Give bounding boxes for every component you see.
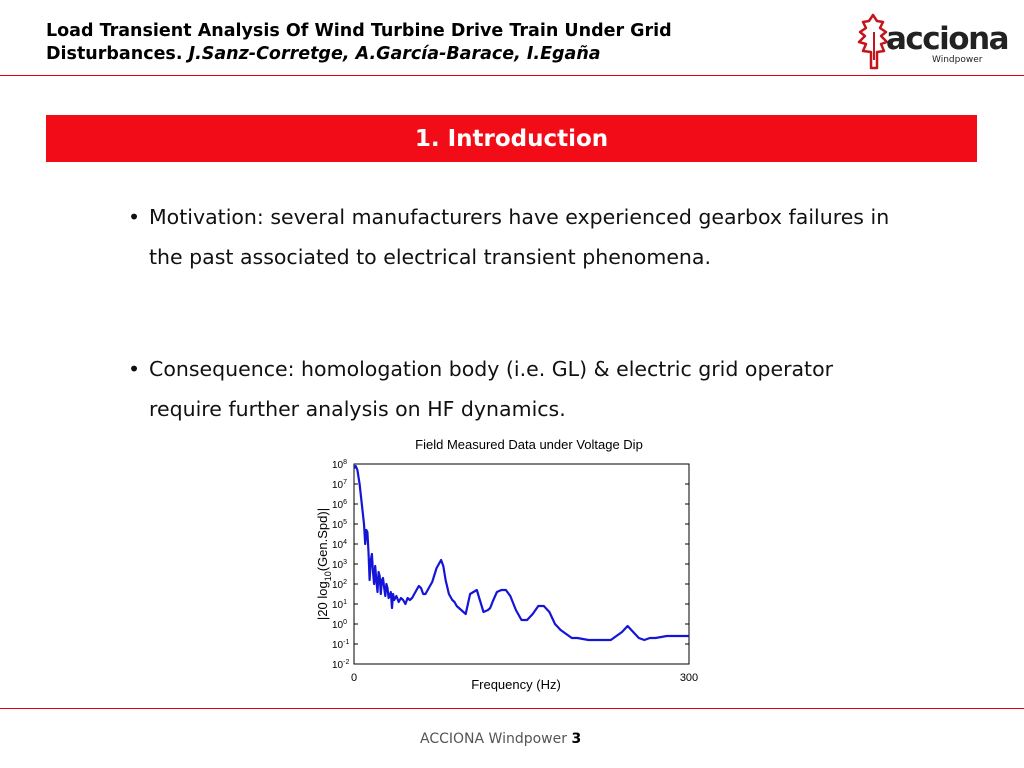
y-tick-label-base: 10	[332, 640, 344, 651]
y-axis-label-main: |20 log	[315, 581, 330, 620]
y-tick-label-exponent: 3	[343, 559, 347, 566]
y-tick-label-base: 10	[332, 560, 344, 571]
y-tick-label-exponent: 0	[343, 619, 347, 626]
footer-divider	[0, 708, 1024, 709]
y-tick-label-base: 10	[332, 460, 344, 471]
y-tick-label-exponent: 4	[343, 539, 347, 546]
y-axis-label-end: (Gen.Spd)|	[315, 508, 330, 571]
y-tick-label-base: 10	[332, 520, 344, 531]
footer-company: ACCIONA Windpower	[420, 731, 572, 747]
logo-subtitle: Windpower	[932, 55, 983, 65]
title-line-2: Disturbances.	[46, 44, 189, 64]
y-tick-label-exponent: 1	[343, 599, 347, 606]
y-tick-label-exponent: -2	[343, 659, 349, 666]
y-tick-label: 10-1	[332, 639, 349, 651]
y-tick-label-base: 10	[332, 500, 344, 511]
header-divider	[0, 75, 1024, 76]
y-tick-label-base: 10	[332, 620, 344, 631]
footer: ACCIONA Windpower 3	[420, 731, 581, 747]
y-tick-label: 101	[332, 599, 347, 611]
bullet-text: Consequence: homologation body (i.e. GL)…	[149, 357, 834, 421]
plot-frame	[353, 463, 690, 665]
y-axis-label: |20 log10(Gen.Spd)|	[315, 508, 333, 620]
y-tick-label: 100	[332, 619, 347, 631]
x-axis-label: Frequency (Hz)	[471, 677, 561, 692]
y-tick-label-base: 10	[332, 480, 344, 491]
x-tick-label: 300	[680, 672, 698, 684]
y-tick-label-base: 10	[332, 660, 344, 671]
y-tick-label: 107	[332, 479, 347, 491]
y-tick-label-base: 10	[332, 580, 344, 591]
y-tick-label: 103	[332, 559, 347, 571]
chart-title: Field Measured Data under Voltage Dip	[415, 437, 643, 452]
y-tick-label: 108	[332, 459, 347, 471]
bullet-text: Motivation: several manufacturers have e…	[149, 205, 890, 269]
y-tick-label-exponent: 8	[343, 459, 347, 466]
series-line	[353, 464, 689, 642]
logo-wordmark: acciona	[886, 21, 1010, 57]
y-tick-label: 102	[332, 579, 347, 591]
y-tick-label: 10-2	[332, 659, 349, 671]
y-tick-label-base: 10	[332, 600, 344, 611]
chart-svg: Field Measured Data under Voltage Dip 10…	[315, 437, 698, 692]
spectrum-chart: Field Measured Data under Voltage Dip 10…	[300, 432, 720, 697]
y-tick-label: 106	[332, 499, 347, 511]
x-axis: 0 300	[351, 672, 698, 684]
bullet-consequence: • Consequence: homologation body (i.e. GL…	[128, 349, 909, 429]
y-tick-label-exponent: 2	[343, 579, 347, 586]
section-heading: 1. Introduction	[46, 115, 977, 162]
y-tick-label-exponent: 7	[343, 479, 347, 486]
y-tick-label-exponent: 5	[343, 519, 347, 526]
acciona-logo: acciona Windpower	[856, 12, 1010, 72]
y-tick-label-exponent: -1	[343, 639, 349, 646]
title-line-1: Load Transient Analysis Of Wind Turbine …	[46, 21, 672, 41]
x-tick-label: 0	[351, 672, 357, 684]
bullet-dot: •	[128, 205, 141, 229]
y-tick-label: 104	[332, 539, 347, 551]
y-tick-label-exponent: 6	[343, 499, 347, 506]
bullet-dot: •	[128, 357, 141, 381]
slide-title: Load Transient Analysis Of Wind Turbine …	[46, 20, 826, 66]
bullet-motivation: • Motivation: several manufacturers have …	[128, 197, 909, 277]
tree-icon	[857, 13, 889, 70]
y-tick-label-base: 10	[332, 540, 344, 551]
y-tick-label: 105	[332, 519, 347, 531]
y-axis-label-sub: 10	[323, 571, 333, 581]
page-number: 3	[571, 731, 582, 747]
authors: J.Sanz-Corretge, A.García-Barace, I.Egañ…	[188, 44, 601, 64]
